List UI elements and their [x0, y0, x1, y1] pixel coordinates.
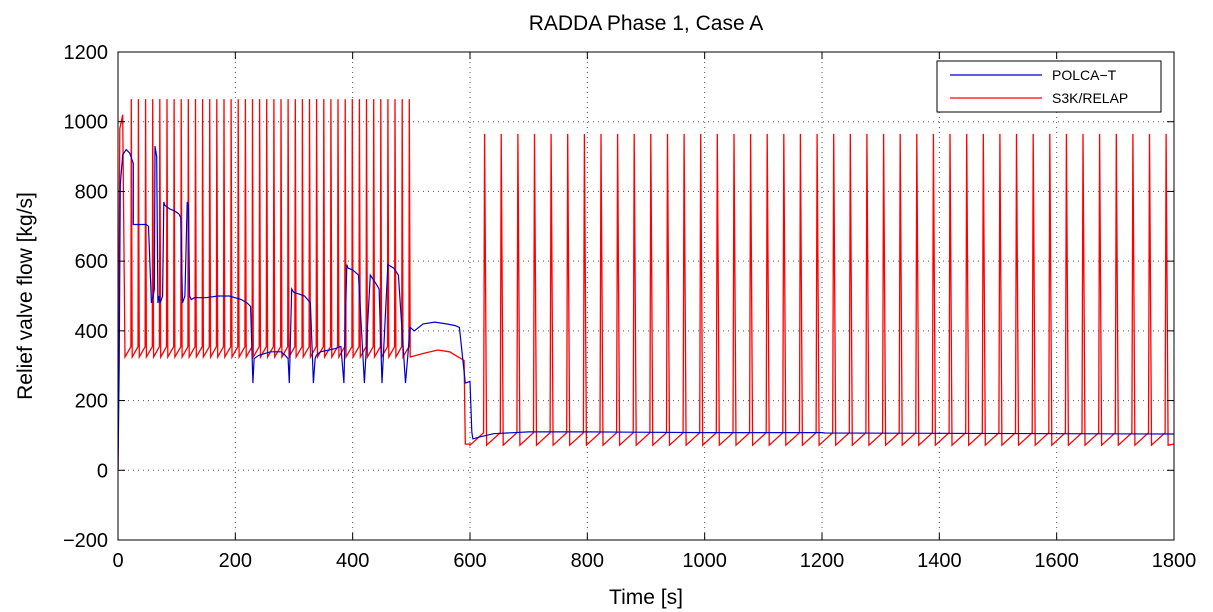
plot-background — [118, 52, 1174, 540]
y-tick-label: 200 — [75, 391, 108, 413]
x-tick-label: 1400 — [917, 550, 962, 572]
series-line-s3k-relap — [118, 99, 1174, 471]
y-tick-label: 800 — [75, 181, 108, 203]
y-tick-label: 0 — [97, 460, 108, 482]
y-tick-label: 400 — [75, 321, 108, 343]
x-tick-label: 1600 — [1034, 550, 1079, 572]
plot-frame — [117, 51, 1175, 541]
x-tick-label: 1200 — [800, 550, 845, 572]
y-axis-title: Relief valve flow [kg/s] — [14, 192, 37, 400]
x-tick-label: 400 — [336, 550, 369, 572]
y-tick-labels: −200 0 200 400 600 800 1000 1200 — [63, 42, 108, 552]
y-tick-label: 1000 — [64, 112, 109, 134]
legend: POLCA−T S3K/RELAP — [936, 60, 1162, 113]
x-tick-label: 600 — [453, 550, 486, 572]
y-tick-label: −200 — [63, 530, 108, 552]
x-tick-label: 200 — [219, 550, 252, 572]
ticks — [117, 51, 1175, 541]
x-tick-label: 0 — [112, 550, 123, 572]
x-tick-label: 1800 — [1152, 550, 1197, 572]
series-line-polca-t — [118, 146, 1174, 471]
x-axis-title: Time [s] — [609, 586, 683, 609]
y-tick-label: 1200 — [64, 42, 109, 64]
chart-title: RADDA Phase 1, Case A — [529, 12, 764, 35]
legend-label-s3k-relap: S3K/RELAP — [1052, 90, 1128, 106]
series-layer — [118, 99, 1174, 471]
y-tick-label: 600 — [75, 251, 108, 273]
grid — [118, 52, 1174, 540]
x-tick-label: 1000 — [682, 550, 727, 572]
legend-label-polca-t: POLCA−T — [1052, 67, 1117, 83]
legend-box — [936, 60, 1162, 113]
x-tick-label: 800 — [571, 550, 604, 572]
x-tick-labels: 0 200 400 600 800 1000 1200 1400 1600 1800 — [112, 550, 1196, 572]
